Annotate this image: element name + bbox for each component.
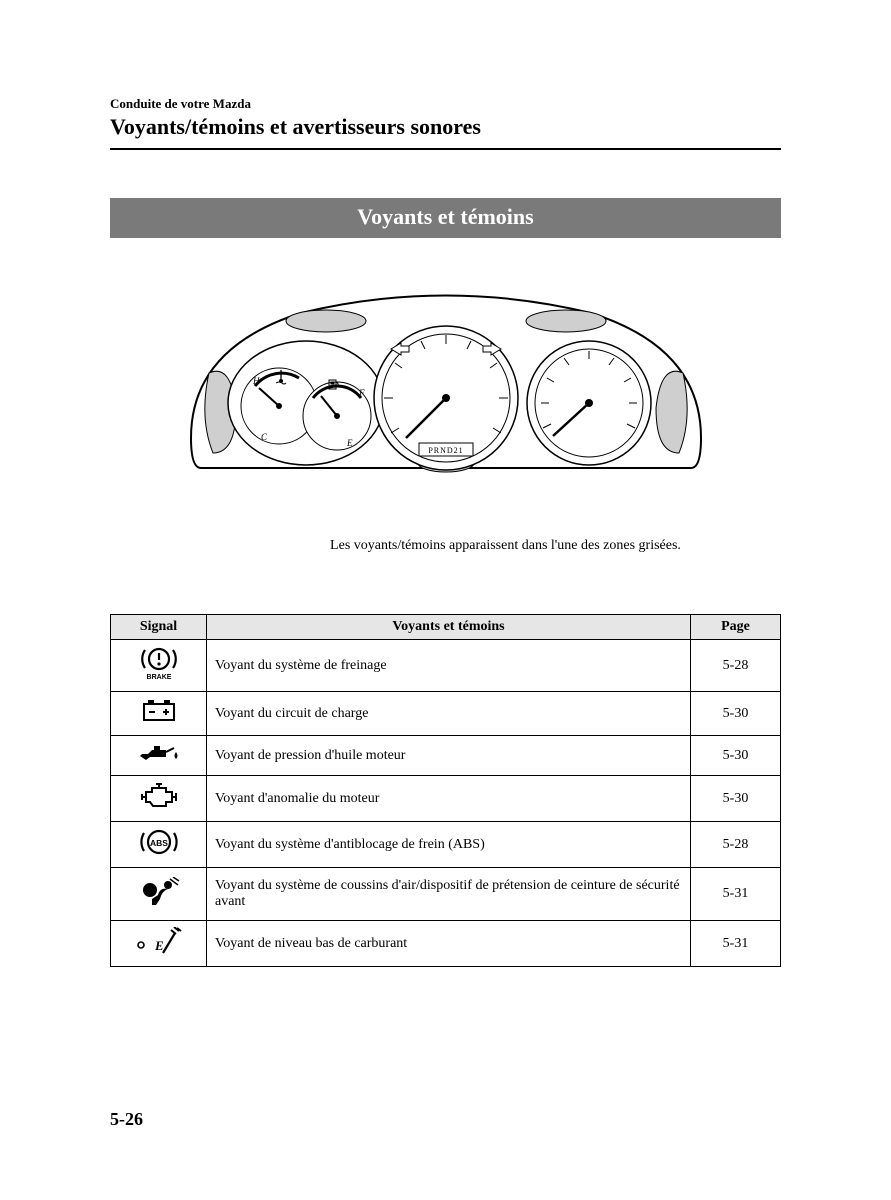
row-page: 5-31 bbox=[691, 921, 781, 967]
th-desc: Voyants et témoins bbox=[207, 615, 691, 640]
oil-icon bbox=[111, 736, 207, 776]
table-row: E Voyant de niveau bas de carburant 5-31 bbox=[111, 921, 781, 967]
gauge-letter-h: H bbox=[252, 376, 260, 386]
page-number: 5-26 bbox=[110, 1109, 143, 1130]
row-desc: Voyant du circuit de charge bbox=[207, 692, 691, 736]
fuel-low-icon: E bbox=[111, 921, 207, 967]
th-signal: Signal bbox=[111, 615, 207, 640]
svg-text:E: E bbox=[154, 938, 164, 953]
row-page: 5-30 bbox=[691, 736, 781, 776]
gear-labels: PRND21 bbox=[428, 446, 463, 455]
battery-icon bbox=[111, 692, 207, 736]
table-row: Voyant du système de coussins d'air/disp… bbox=[111, 868, 781, 921]
table-row: Voyant du circuit de charge 5-30 bbox=[111, 692, 781, 736]
cluster-svg: H C F E bbox=[181, 288, 711, 498]
airbag-icon bbox=[111, 868, 207, 921]
row-page: 5-28 bbox=[691, 640, 781, 692]
table-row: Voyant de pression d'huile moteur 5-30 bbox=[111, 736, 781, 776]
instrument-cluster: H C F E bbox=[110, 288, 781, 498]
row-desc: Voyant du système de coussins d'air/disp… bbox=[207, 868, 691, 921]
row-desc: Voyant du système de freinage bbox=[207, 640, 691, 692]
row-page: 5-28 bbox=[691, 822, 781, 868]
table-row: ABS Voyant du système d'antiblocage de f… bbox=[111, 822, 781, 868]
row-desc: Voyant du système d'antiblocage de frein… bbox=[207, 822, 691, 868]
th-page: Page bbox=[691, 615, 781, 640]
brake-icon: BRAKE bbox=[111, 640, 207, 692]
header-divider bbox=[110, 148, 781, 150]
table-row: Voyant d'anomalie du moteur 5-30 bbox=[111, 776, 781, 822]
engine-icon bbox=[111, 776, 207, 822]
cluster-caption: Les voyants/témoins apparaissent dans l'… bbox=[110, 538, 781, 554]
gauge-letter-f: F bbox=[358, 388, 365, 398]
row-desc: Voyant de pression d'huile moteur bbox=[207, 736, 691, 776]
row-page: 5-30 bbox=[691, 692, 781, 736]
table-row: BRAKE Voyant du système de freinage 5-28 bbox=[111, 640, 781, 692]
svg-text:ABS: ABS bbox=[150, 838, 168, 848]
gauge-letter-c: C bbox=[261, 432, 268, 442]
breadcrumb: Conduite de votre Mazda bbox=[110, 96, 781, 112]
abs-icon: ABS bbox=[111, 822, 207, 868]
row-desc: Voyant d'anomalie du moteur bbox=[207, 776, 691, 822]
row-page: 5-31 bbox=[691, 868, 781, 921]
section-banner: Voyants et témoins bbox=[110, 198, 781, 238]
gauge-letter-e: E bbox=[346, 438, 353, 448]
svg-text:BRAKE: BRAKE bbox=[146, 674, 171, 680]
signals-table: Signal Voyants et témoins Page BRAKE bbox=[110, 614, 781, 967]
row-page: 5-30 bbox=[691, 776, 781, 822]
page-title: Voyants/témoins et avertisseurs sonores bbox=[110, 114, 781, 140]
row-desc: Voyant de niveau bas de carburant bbox=[207, 921, 691, 967]
